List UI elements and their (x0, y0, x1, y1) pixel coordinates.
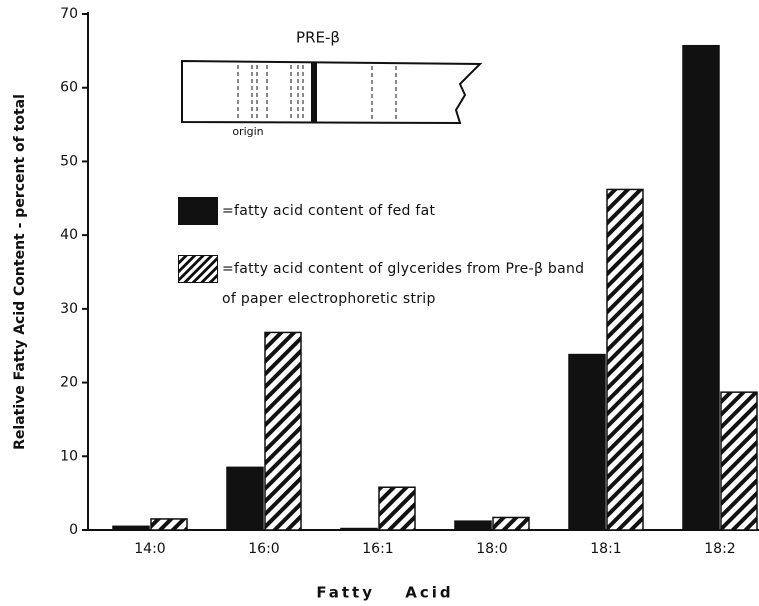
x-tick-label: 16:0 (248, 541, 279, 557)
bar (112, 525, 150, 531)
x-tick-label: 14:0 (134, 541, 165, 557)
bar (606, 188, 644, 531)
y-tick-label: 60 (60, 80, 78, 96)
legend-swatch (178, 255, 218, 283)
bar (150, 518, 188, 531)
bar (226, 466, 264, 531)
bar (720, 391, 758, 531)
bar (340, 527, 378, 531)
x-tick-label: 18:0 (476, 541, 507, 557)
inset-strip (181, 59, 483, 125)
y-tick-label: 0 (69, 522, 78, 538)
x-tick-label: 18:1 (590, 541, 621, 557)
y-tick-label: 30 (60, 301, 78, 317)
y-tick-label: 50 (60, 153, 78, 169)
inset-title: PRE-β (296, 29, 340, 47)
x-axis-label: Fatty Acid (316, 584, 453, 602)
legend-swatch (178, 197, 218, 225)
bar (492, 516, 530, 531)
legend-label: =fatty acid content of fed fat (222, 203, 436, 219)
y-tick-label: 20 (60, 375, 78, 391)
y-tick-label: 40 (60, 227, 78, 243)
bar (378, 486, 416, 531)
y-tick-label: 10 (60, 448, 78, 464)
y-axis-label: Relative Fatty Acid Content - percent of… (12, 94, 28, 450)
bar (454, 520, 492, 531)
x-tick-label: 16:1 (362, 541, 393, 557)
y-tick-label: 70 (60, 6, 78, 22)
inset-label: origin (232, 125, 263, 138)
bar (682, 44, 720, 531)
legend-label: =fatty acid content of glycerides from P… (222, 261, 585, 307)
bar (264, 331, 302, 531)
bar (568, 353, 606, 531)
x-tick-label: 18:2 (704, 541, 735, 557)
